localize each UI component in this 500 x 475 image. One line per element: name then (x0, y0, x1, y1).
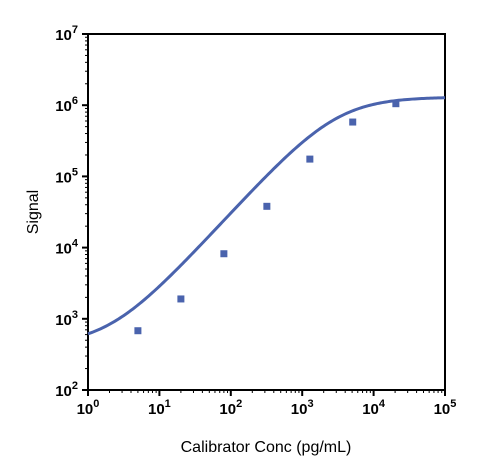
series-0-point-3 (263, 202, 271, 210)
x-tick-label-4: 104 (362, 398, 386, 418)
y-tick-label-3: 105 (55, 166, 78, 186)
x-tick-label-2: 102 (219, 398, 242, 418)
y-tick-label-0: 102 (55, 380, 78, 400)
y-tick-label-5: 107 (55, 24, 78, 44)
series-0-point-2 (220, 250, 228, 258)
series-0-fit-curve (87, 96, 446, 336)
x-axis-title: Calibrator Conc (pg/mL) (181, 439, 352, 456)
series-0-point-5 (349, 118, 357, 126)
series-0-point-4 (306, 155, 314, 163)
series-0-point-0 (134, 327, 142, 335)
y-axis-ticks: 102 103 104 105 106 107 (55, 24, 88, 400)
y-axis-title: Signal (25, 190, 42, 234)
x-axis-ticks: 100 101 102 103 104 105 (77, 390, 457, 418)
y-tick-label-1: 103 (55, 309, 78, 329)
y-tick-label-2: 104 (55, 238, 79, 258)
series-0-point-1 (177, 295, 185, 303)
x-tick-label-0: 100 (77, 398, 100, 418)
plot-frame (87, 33, 446, 391)
x-tick-label-3: 103 (291, 398, 314, 418)
x-tick-label-1: 101 (148, 398, 171, 418)
series-layer (87, 96, 446, 336)
x-tick-label-5: 105 (434, 398, 457, 418)
y-tick-label-4: 106 (55, 95, 78, 115)
series-0-point-6 (392, 100, 400, 108)
